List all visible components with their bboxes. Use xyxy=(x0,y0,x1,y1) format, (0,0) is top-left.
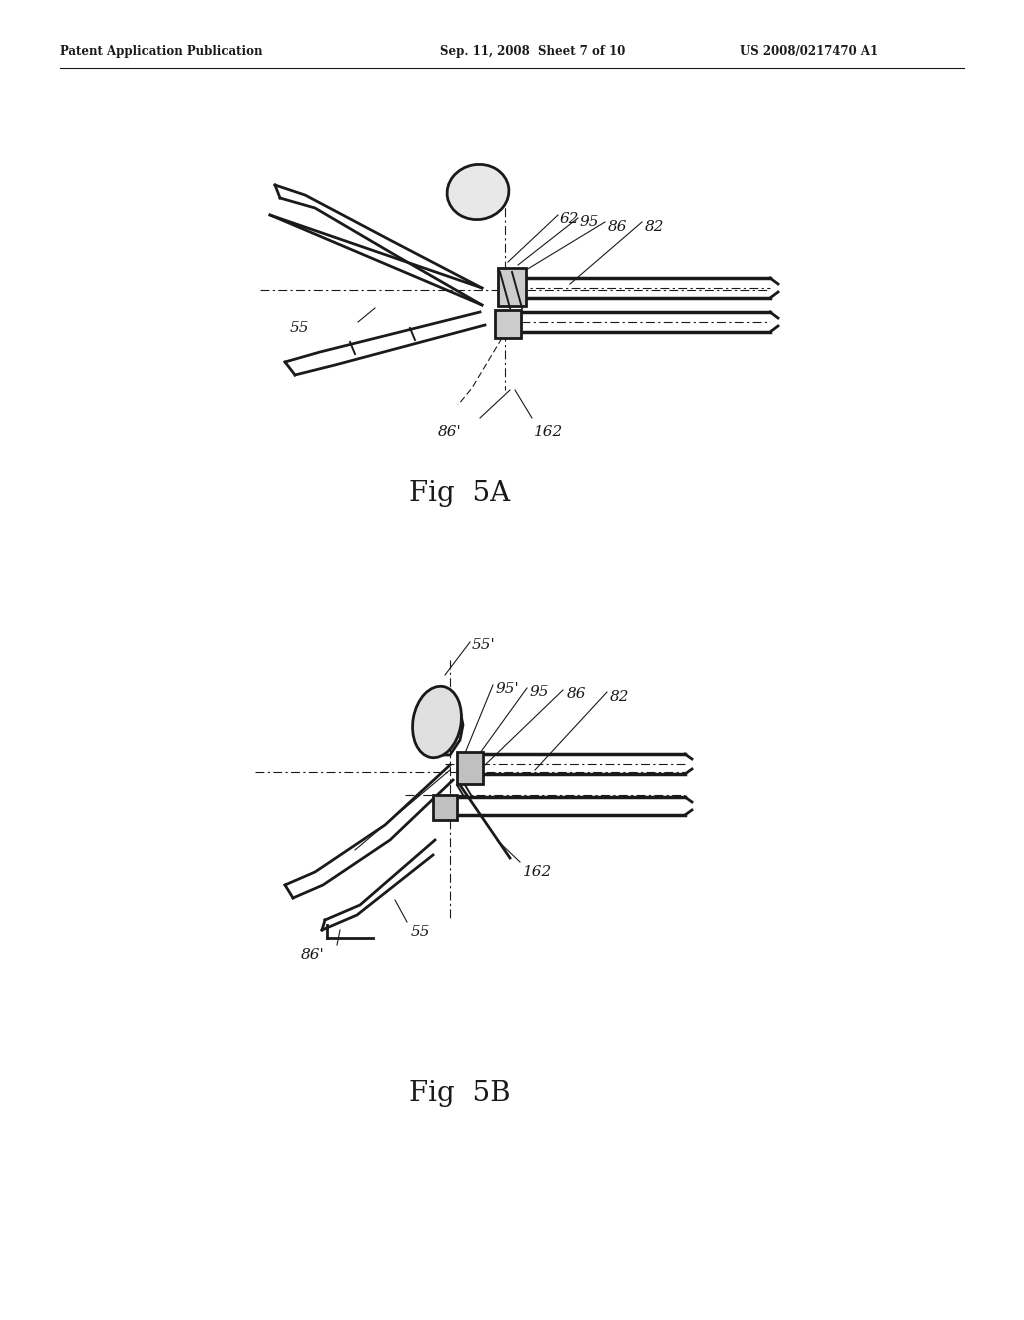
Text: 95: 95 xyxy=(530,685,550,700)
Text: 82: 82 xyxy=(610,690,630,704)
Text: 95: 95 xyxy=(580,215,599,228)
Ellipse shape xyxy=(447,165,509,219)
Text: 162: 162 xyxy=(534,425,563,440)
Text: Fig  5A: Fig 5A xyxy=(410,480,511,507)
Text: Fig  5B: Fig 5B xyxy=(410,1080,511,1107)
Text: 55: 55 xyxy=(411,925,430,939)
Text: 162: 162 xyxy=(523,865,552,879)
Bar xyxy=(457,752,483,784)
Bar xyxy=(433,795,457,820)
Text: 95': 95' xyxy=(495,682,519,696)
Text: Sep. 11, 2008  Sheet 7 of 10: Sep. 11, 2008 Sheet 7 of 10 xyxy=(440,45,626,58)
Bar xyxy=(495,310,521,338)
Text: US 2008/0217470 A1: US 2008/0217470 A1 xyxy=(740,45,879,58)
Text: 55': 55' xyxy=(472,638,496,652)
Text: 82: 82 xyxy=(645,220,665,234)
Text: 62: 62 xyxy=(560,213,580,226)
Bar xyxy=(498,268,526,306)
Text: 86: 86 xyxy=(608,220,628,234)
Text: 86': 86' xyxy=(301,948,325,962)
Ellipse shape xyxy=(413,686,462,758)
Text: 86: 86 xyxy=(567,686,587,701)
Text: Patent Application Publication: Patent Application Publication xyxy=(60,45,262,58)
Text: 86': 86' xyxy=(438,425,462,440)
Text: 55: 55 xyxy=(290,321,309,335)
